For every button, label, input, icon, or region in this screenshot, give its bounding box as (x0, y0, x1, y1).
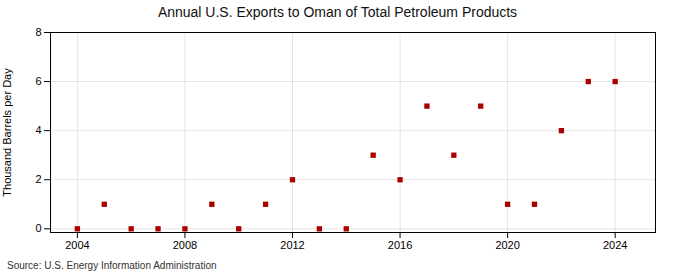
svg-text:2020: 2020 (495, 239, 519, 251)
svg-text:2: 2 (35, 173, 41, 185)
svg-text:2004: 2004 (65, 239, 89, 251)
svg-text:8: 8 (35, 26, 41, 38)
html-text:Source: U.S. Energy Informatio: Source: U.S. Energy Information Administ… (7, 260, 217, 271)
html-text:Annual U.S. Exports to Oman of: Annual U.S. Exports to Oman of Total Pet… (157, 4, 518, 20)
svg-text:2016: 2016 (388, 239, 412, 251)
svg-text:Thousand Barrels per Day: Thousand Barrels per Day (1, 68, 13, 197)
svg-text:6: 6 (35, 75, 41, 87)
svg-text:2012: 2012 (280, 239, 304, 251)
svg-text:2008: 2008 (173, 239, 197, 251)
svg-text:4: 4 (35, 124, 41, 136)
svg-text:0: 0 (35, 222, 41, 234)
svg-text:2024: 2024 (603, 239, 627, 251)
